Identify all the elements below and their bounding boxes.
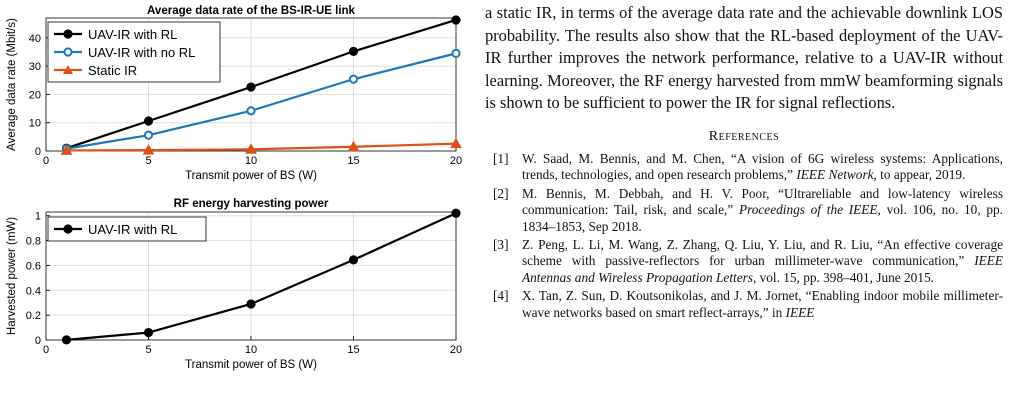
reference-item: [1] W. Saad, M. Bennis, and M. Chen, “A v…	[485, 151, 1003, 184]
y-tick-label: 0	[35, 335, 41, 347]
y-tick-label: 0.2	[26, 310, 41, 322]
y-tick-label: 0.8	[26, 236, 41, 248]
legend-swatch-marker	[63, 47, 73, 57]
data-point	[143, 327, 154, 338]
figure-panel: Average data rate of the BS-IR-UE link 0 5…	[0, 0, 475, 403]
reference-list: [1] W. Saad, M. Bennis, and M. Chen, “A v…	[485, 151, 1003, 321]
reference-venue: IEEE	[785, 304, 815, 320]
legend-label: UAV-IR with no RL	[88, 45, 195, 60]
reference-venue: IEEE Network	[796, 167, 874, 183]
x-tick-label: 5	[145, 344, 151, 356]
reference-details: , vol. 106, no. 10, pp. 1834–1853, Sep 2…	[522, 202, 1003, 234]
reference-number: [1]	[493, 150, 509, 166]
reference-text: Z. Peng, L. Li, M. Wang, Z. Zhang, Q. Li…	[522, 237, 1003, 269]
reference-number: [4]	[493, 288, 509, 304]
text-column: a static IR, in terms of the average dat…	[485, 2, 1003, 323]
data-point	[246, 299, 256, 309]
reference-number: [2]	[493, 185, 509, 201]
y-axis-label: Harvested power (mW)	[6, 217, 18, 335]
x-tick-label: 0	[43, 344, 49, 356]
reference-item: [2] M. Bennis, M. Debbah, and H. V. Poor,…	[485, 186, 1003, 235]
y-tick-label: 20	[29, 89, 41, 101]
reference-number: [3]	[493, 237, 509, 252]
reference-text: M. Bennis, M. Debbah, and H. V. Poor, “U…	[522, 185, 1003, 218]
data-point	[143, 116, 154, 126]
legend-label: Static IR	[88, 63, 137, 78]
reference-details: , to appear, 2019.	[873, 167, 966, 183]
data-point	[246, 82, 256, 92]
data-point	[450, 137, 462, 149]
x-tick-label: 20	[450, 155, 462, 167]
y-tick-label: 1	[35, 211, 41, 223]
y-tick-label: 40	[29, 33, 41, 45]
y-tick-label: 30	[29, 61, 41, 73]
data-point	[451, 48, 461, 58]
data-point	[246, 106, 256, 116]
reference-text: X. Tan, Z. Sun, D. Koutsonikolas, and J.…	[522, 288, 1003, 320]
x-tick-label: 20	[450, 344, 462, 356]
data-point	[245, 143, 257, 154]
reference-text: W. Saad, M. Bennis, and M. Chen, “A visi…	[522, 150, 1003, 183]
data-point	[348, 46, 359, 56]
intro-paragraph: a static IR, in terms of the average dat…	[485, 3, 1003, 113]
data-point	[451, 208, 461, 218]
chart-title: RF energy harvesting power	[174, 198, 329, 210]
y-tick-label: 0.4	[26, 285, 41, 297]
reference-venue: Proceedings of the IEEE	[738, 202, 878, 218]
legend-label: UAV-IR with RL	[88, 27, 177, 42]
data-point	[142, 144, 155, 155]
x-tick-label: 15	[347, 344, 359, 356]
x-tick-label: 5	[145, 155, 151, 167]
x-tick-label: 10	[245, 155, 257, 167]
reference-details: , vol. 15, pp. 398–401, June 2015.	[752, 269, 934, 285]
y-tick-label: 10	[29, 118, 41, 130]
y-axis-label: Average data rate (Mbit/s)	[6, 18, 18, 151]
x-tick-label: 15	[347, 155, 359, 167]
legend-swatch-marker	[63, 224, 73, 234]
data-rate-chart: Average data rate of the BS-IR-UE link 0 5…	[6, 5, 462, 182]
reference-item: [3] Z. Peng, L. Li, M. Wang, Z. Zhang, Q.…	[485, 237, 1003, 286]
data-point	[347, 140, 360, 152]
legend-label: UAV-IR with RL	[88, 222, 177, 237]
legend-swatch-marker	[63, 65, 73, 74]
data-point	[348, 255, 359, 265]
series-line	[66, 142, 457, 152]
reference-item: [4] X. Tan, Z. Sun, D. Koutsonikolas, and…	[485, 288, 1003, 321]
x-axis-label: Transmit power of BS (W)	[185, 170, 317, 182]
references-heading: References	[708, 128, 780, 144]
y-tick-label: 0.6	[26, 260, 41, 272]
harvest-power-chart: RF energy harvesting power 0 5 10 15 20 0 0.2 0.…	[6, 198, 462, 371]
y-tick-label: 0	[35, 146, 41, 158]
data-point	[60, 144, 73, 155]
x-axis-label: Transmit power of BS (W)	[185, 359, 317, 371]
x-tick-label: 0	[43, 155, 49, 167]
reference-venue: IEEE Antennas and Wireless Propagation L…	[522, 253, 1003, 285]
data-point	[451, 15, 461, 25]
x-tick-label: 10	[245, 344, 257, 356]
data-point	[143, 130, 154, 140]
legend-swatch-marker	[63, 29, 73, 39]
data-point	[61, 335, 72, 345]
chart-title: Average data rate of the BS-IR-UE link	[147, 5, 356, 17]
data-point	[348, 74, 359, 84]
